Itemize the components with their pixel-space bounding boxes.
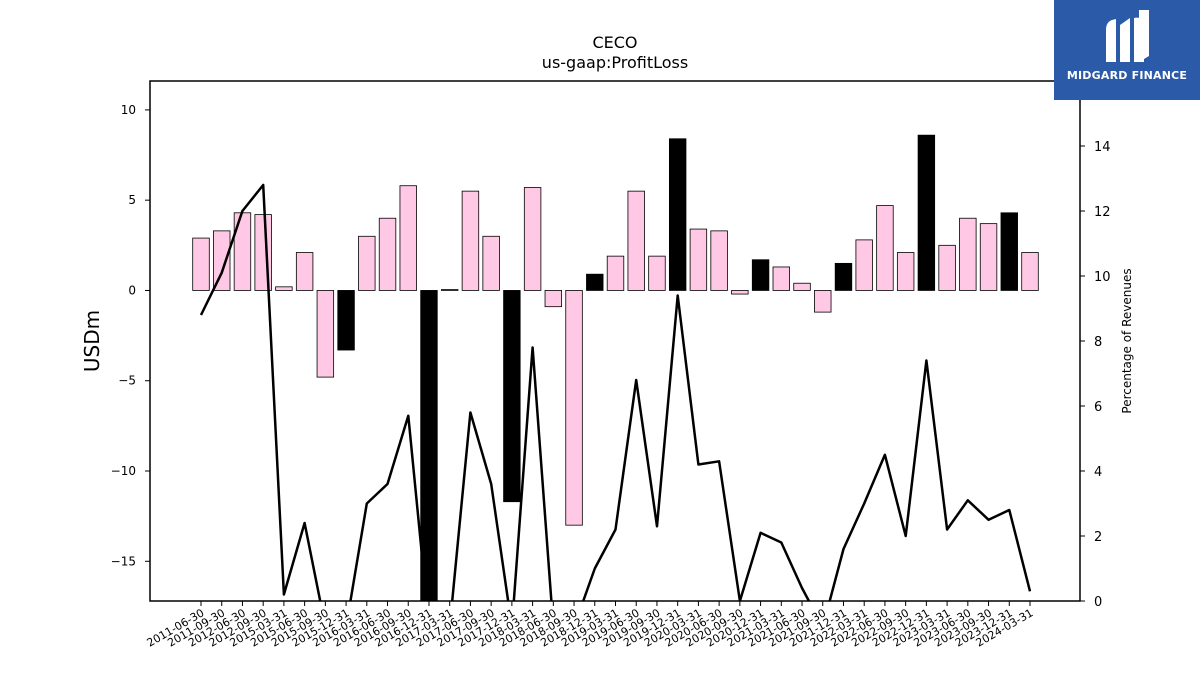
bar — [793, 282, 811, 291]
x-axis: 2011-06-302011-09-302012-06-302012-09-30… — [145, 601, 1036, 650]
bar — [1000, 212, 1018, 291]
y-tick-label: 10 — [121, 103, 136, 117]
bar — [710, 230, 728, 291]
bar — [503, 290, 521, 503]
bar-series — [192, 134, 1039, 601]
bar — [565, 290, 583, 526]
bar — [959, 217, 977, 291]
bar — [358, 235, 376, 291]
y-tick-label: −5 — [118, 374, 136, 388]
bar — [316, 290, 335, 378]
bar — [938, 244, 956, 291]
bar — [772, 266, 790, 291]
midgard-logo-icon — [1106, 10, 1149, 63]
bar — [482, 235, 500, 291]
y2-tick-label: 14 — [1094, 140, 1111, 155]
brand-logo: MIDGARD FINANCE — [1054, 0, 1200, 100]
bar — [337, 290, 355, 351]
line-series — [199, 183, 1032, 601]
y2-tick-label: 10 — [1094, 270, 1111, 285]
bar — [544, 290, 563, 308]
y-tick-label: −10 — [111, 464, 136, 478]
bar — [420, 290, 438, 601]
bar — [1021, 252, 1039, 291]
bar — [295, 252, 314, 291]
bar — [441, 289, 459, 291]
bar — [461, 190, 480, 291]
y-axis-left: 10 5 0 −5 −10 −15 — [111, 103, 150, 568]
percentage-line — [199, 183, 1032, 601]
bar — [399, 185, 417, 291]
bar — [896, 252, 915, 291]
plot-frame — [149, 80, 1081, 602]
y2-tick-label: 2 — [1094, 530, 1102, 545]
bar — [213, 230, 231, 291]
y-tick-label: 5 — [128, 193, 136, 207]
brand-name: MIDGARD FINANCE — [1066, 69, 1188, 82]
bar — [876, 205, 894, 291]
bar — [606, 255, 625, 291]
bar — [855, 239, 873, 291]
bar — [586, 273, 604, 291]
y2-axis-label: Percentage of Revenues — [1120, 268, 1134, 413]
bar — [979, 223, 998, 291]
chart-subtitle: us-gaap:ProfitLoss — [542, 53, 688, 72]
bar — [523, 187, 542, 291]
bar — [917, 134, 936, 291]
y2-tick-label: 4 — [1094, 465, 1102, 480]
bar — [627, 190, 645, 291]
bar — [731, 290, 749, 295]
y-tick-label: −15 — [111, 554, 136, 568]
y2-tick-label: 8 — [1094, 335, 1102, 350]
bar — [192, 237, 210, 291]
y2-tick-label: 0 — [1094, 595, 1102, 610]
bar — [689, 228, 708, 291]
chart-title: CECO — [592, 33, 637, 52]
y2-tick-label: 12 — [1094, 205, 1111, 220]
bar — [751, 259, 770, 291]
y-tick-label: 0 — [128, 283, 136, 297]
y-axis-label: USDm — [80, 310, 104, 372]
bar — [834, 262, 853, 291]
y-axis-right: 0 2 4 6 8 10 12 14 — [1080, 140, 1111, 610]
bar — [668, 138, 687, 291]
bar — [814, 290, 832, 313]
bar — [648, 255, 666, 291]
bar — [378, 217, 397, 291]
y2-tick-label: 6 — [1094, 400, 1102, 415]
bar — [275, 286, 293, 291]
